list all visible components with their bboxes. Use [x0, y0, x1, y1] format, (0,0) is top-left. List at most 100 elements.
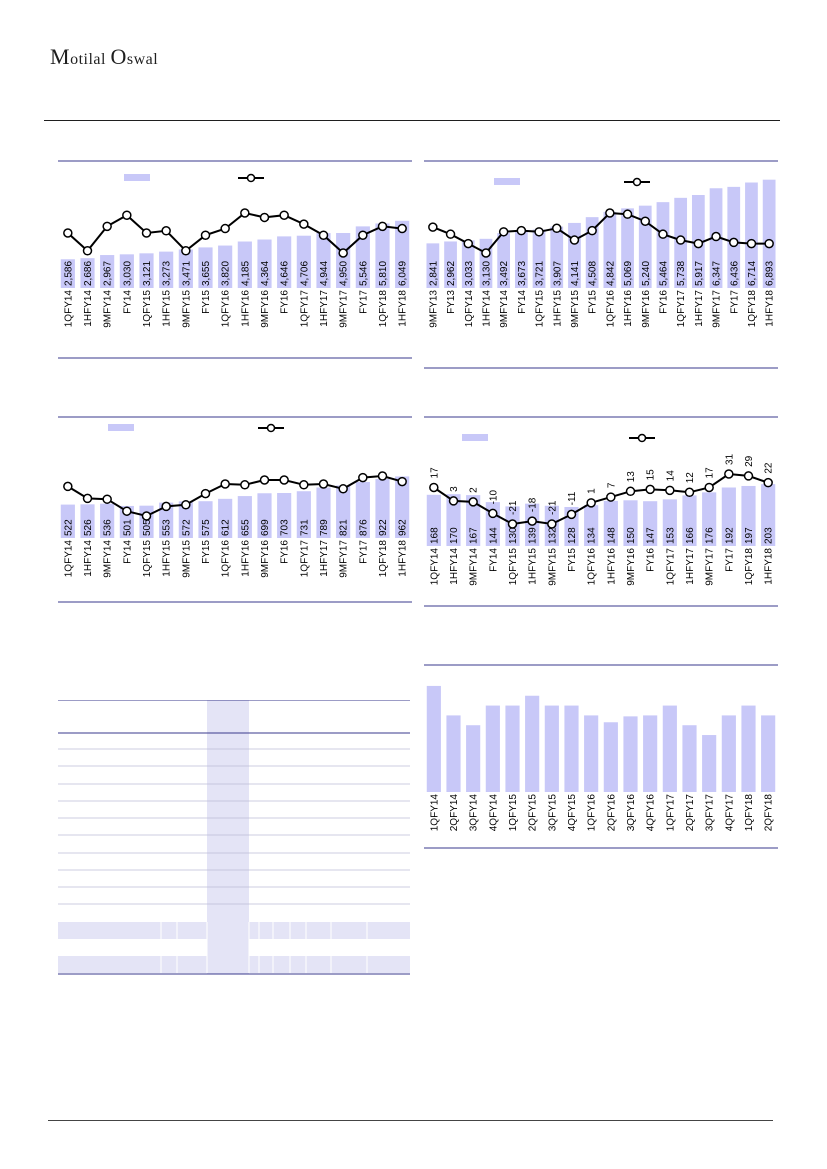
trend-point: [122, 210, 132, 220]
trend-point: [259, 212, 270, 223]
bar-1QFY14: [60, 504, 75, 538]
bar-label: 3,721: [535, 261, 546, 286]
x-tick-label: 2QFY16: [606, 794, 617, 832]
bar-label: 4,364: [260, 261, 271, 286]
trend-point: [658, 229, 668, 239]
x-tick-label: 4QFY14: [488, 794, 499, 832]
bar-1HFY16: [603, 500, 618, 546]
line-data-label: 13: [626, 471, 637, 483]
bar-1QFY15: [139, 253, 154, 288]
bar-1QFY17: [296, 235, 311, 288]
trend-point: [63, 228, 73, 238]
trend-point: [141, 228, 152, 238]
bar-label: 526: [83, 519, 94, 536]
bar-1QFY14: [426, 494, 441, 546]
x-tick-label: FY14: [122, 540, 133, 564]
footer-rule: [48, 1120, 773, 1121]
bar-1QFY18: [375, 223, 390, 288]
bar-label: 203: [764, 527, 775, 544]
x-tick-label: 1QFY17: [665, 794, 676, 832]
bar-label: 3,655: [201, 261, 212, 286]
x-tick-label: 1QFY17: [676, 290, 687, 328]
trend-point: [534, 227, 544, 237]
bar-9MFY14: [466, 495, 481, 546]
trend-point: [358, 230, 368, 240]
x-tick-label: 3QFY14: [469, 794, 480, 832]
x-tick-label: FY14: [122, 290, 133, 314]
x-tick-label: 1QFY16: [221, 290, 232, 328]
bar-3QFY14: [466, 725, 481, 792]
line-data-label: 29: [744, 455, 755, 467]
line-data-label: -10: [488, 490, 499, 505]
bar-label: 553: [162, 519, 173, 536]
trend-point: [468, 497, 478, 507]
x-tick-label: 1QFY15: [535, 290, 546, 328]
trend-point: [63, 481, 73, 492]
x-tick-label: 2QFY18: [764, 794, 775, 832]
x-tick-label: FY17: [358, 290, 369, 314]
line-data-label: 7: [606, 482, 617, 488]
x-tick-label: 1QFY16: [221, 540, 232, 578]
bar-label: 731: [299, 519, 310, 536]
bar-1QFY18: [741, 485, 756, 546]
x-tick-label: 1QFY15: [142, 290, 153, 328]
trend-point: [279, 210, 289, 220]
bar-label: 922: [378, 519, 389, 536]
bar-1QFY15: [532, 229, 546, 288]
trend-point: [625, 486, 636, 497]
trend-point: [397, 476, 407, 487]
bar-1HFY16: [621, 208, 634, 288]
chart-1: 2,586 1QFY14 2,686 1HFY14 2,967 9MFY14 3,030 FY…: [58, 160, 412, 359]
x-tick-label: 9MFY17: [339, 540, 350, 578]
bar-1QFY17: [662, 705, 677, 792]
trend-line: [433, 472, 769, 526]
trend-point: [645, 484, 655, 495]
bar-1HFY16: [237, 241, 252, 288]
bar-FY17: [355, 226, 370, 288]
bar-1HFY18: [395, 476, 410, 538]
x-tick-label: 9MFY17: [339, 290, 350, 328]
bar-9MFY16: [257, 493, 272, 538]
bar-1HFY18: [395, 220, 410, 288]
chart-4: 168 1QFY14 170 1HFY14 167 9MFY14 144 FY14 130 1QF…: [424, 416, 778, 607]
bar-9MFY13: [426, 243, 440, 288]
bar-label: 5,240: [641, 261, 652, 286]
x-tick-label: 9MFY17: [705, 548, 716, 586]
trend-point: [586, 498, 596, 508]
trend-point: [141, 511, 152, 521]
bar-label: 4,508: [588, 261, 599, 286]
bar-1QFY16: [584, 715, 599, 792]
bar-label: 153: [665, 527, 676, 544]
trend-point: [259, 475, 270, 485]
bar-label: 876: [358, 519, 369, 536]
bar-1HFY16: [237, 496, 252, 538]
trend-point: [161, 501, 171, 512]
trend-point: [606, 492, 616, 502]
x-tick-label: 1QFY15: [142, 540, 153, 578]
trend-point: [665, 485, 675, 496]
line-data-label: 31: [724, 453, 735, 465]
x-tick-label: 1HFY14: [449, 548, 460, 585]
trend-point: [488, 508, 498, 519]
bar-1QFY14: [426, 685, 441, 792]
bar-label: 5,546: [358, 261, 369, 286]
bar-label: 167: [469, 527, 480, 544]
bar-label: 4,646: [280, 261, 291, 286]
bar-1QFY17: [662, 499, 677, 546]
x-tick-label: 1HFY18: [764, 548, 775, 585]
trend-point: [516, 225, 527, 236]
trend-point: [764, 238, 774, 249]
trend-point: [445, 229, 456, 239]
bar-label: 2,967: [103, 261, 114, 286]
line-data-label: -18: [528, 497, 539, 512]
bar-label: 5,917: [694, 261, 705, 286]
bar-label: 150: [626, 527, 637, 544]
bar-label: 144: [488, 527, 499, 544]
bar-label: 5,738: [676, 261, 687, 286]
trend-point: [318, 479, 329, 489]
bar-label: 6,347: [712, 261, 723, 286]
trend-point: [675, 235, 686, 245]
trend-point: [181, 500, 191, 510]
trend-point: [299, 219, 309, 229]
bar-label: 5,464: [658, 261, 669, 286]
